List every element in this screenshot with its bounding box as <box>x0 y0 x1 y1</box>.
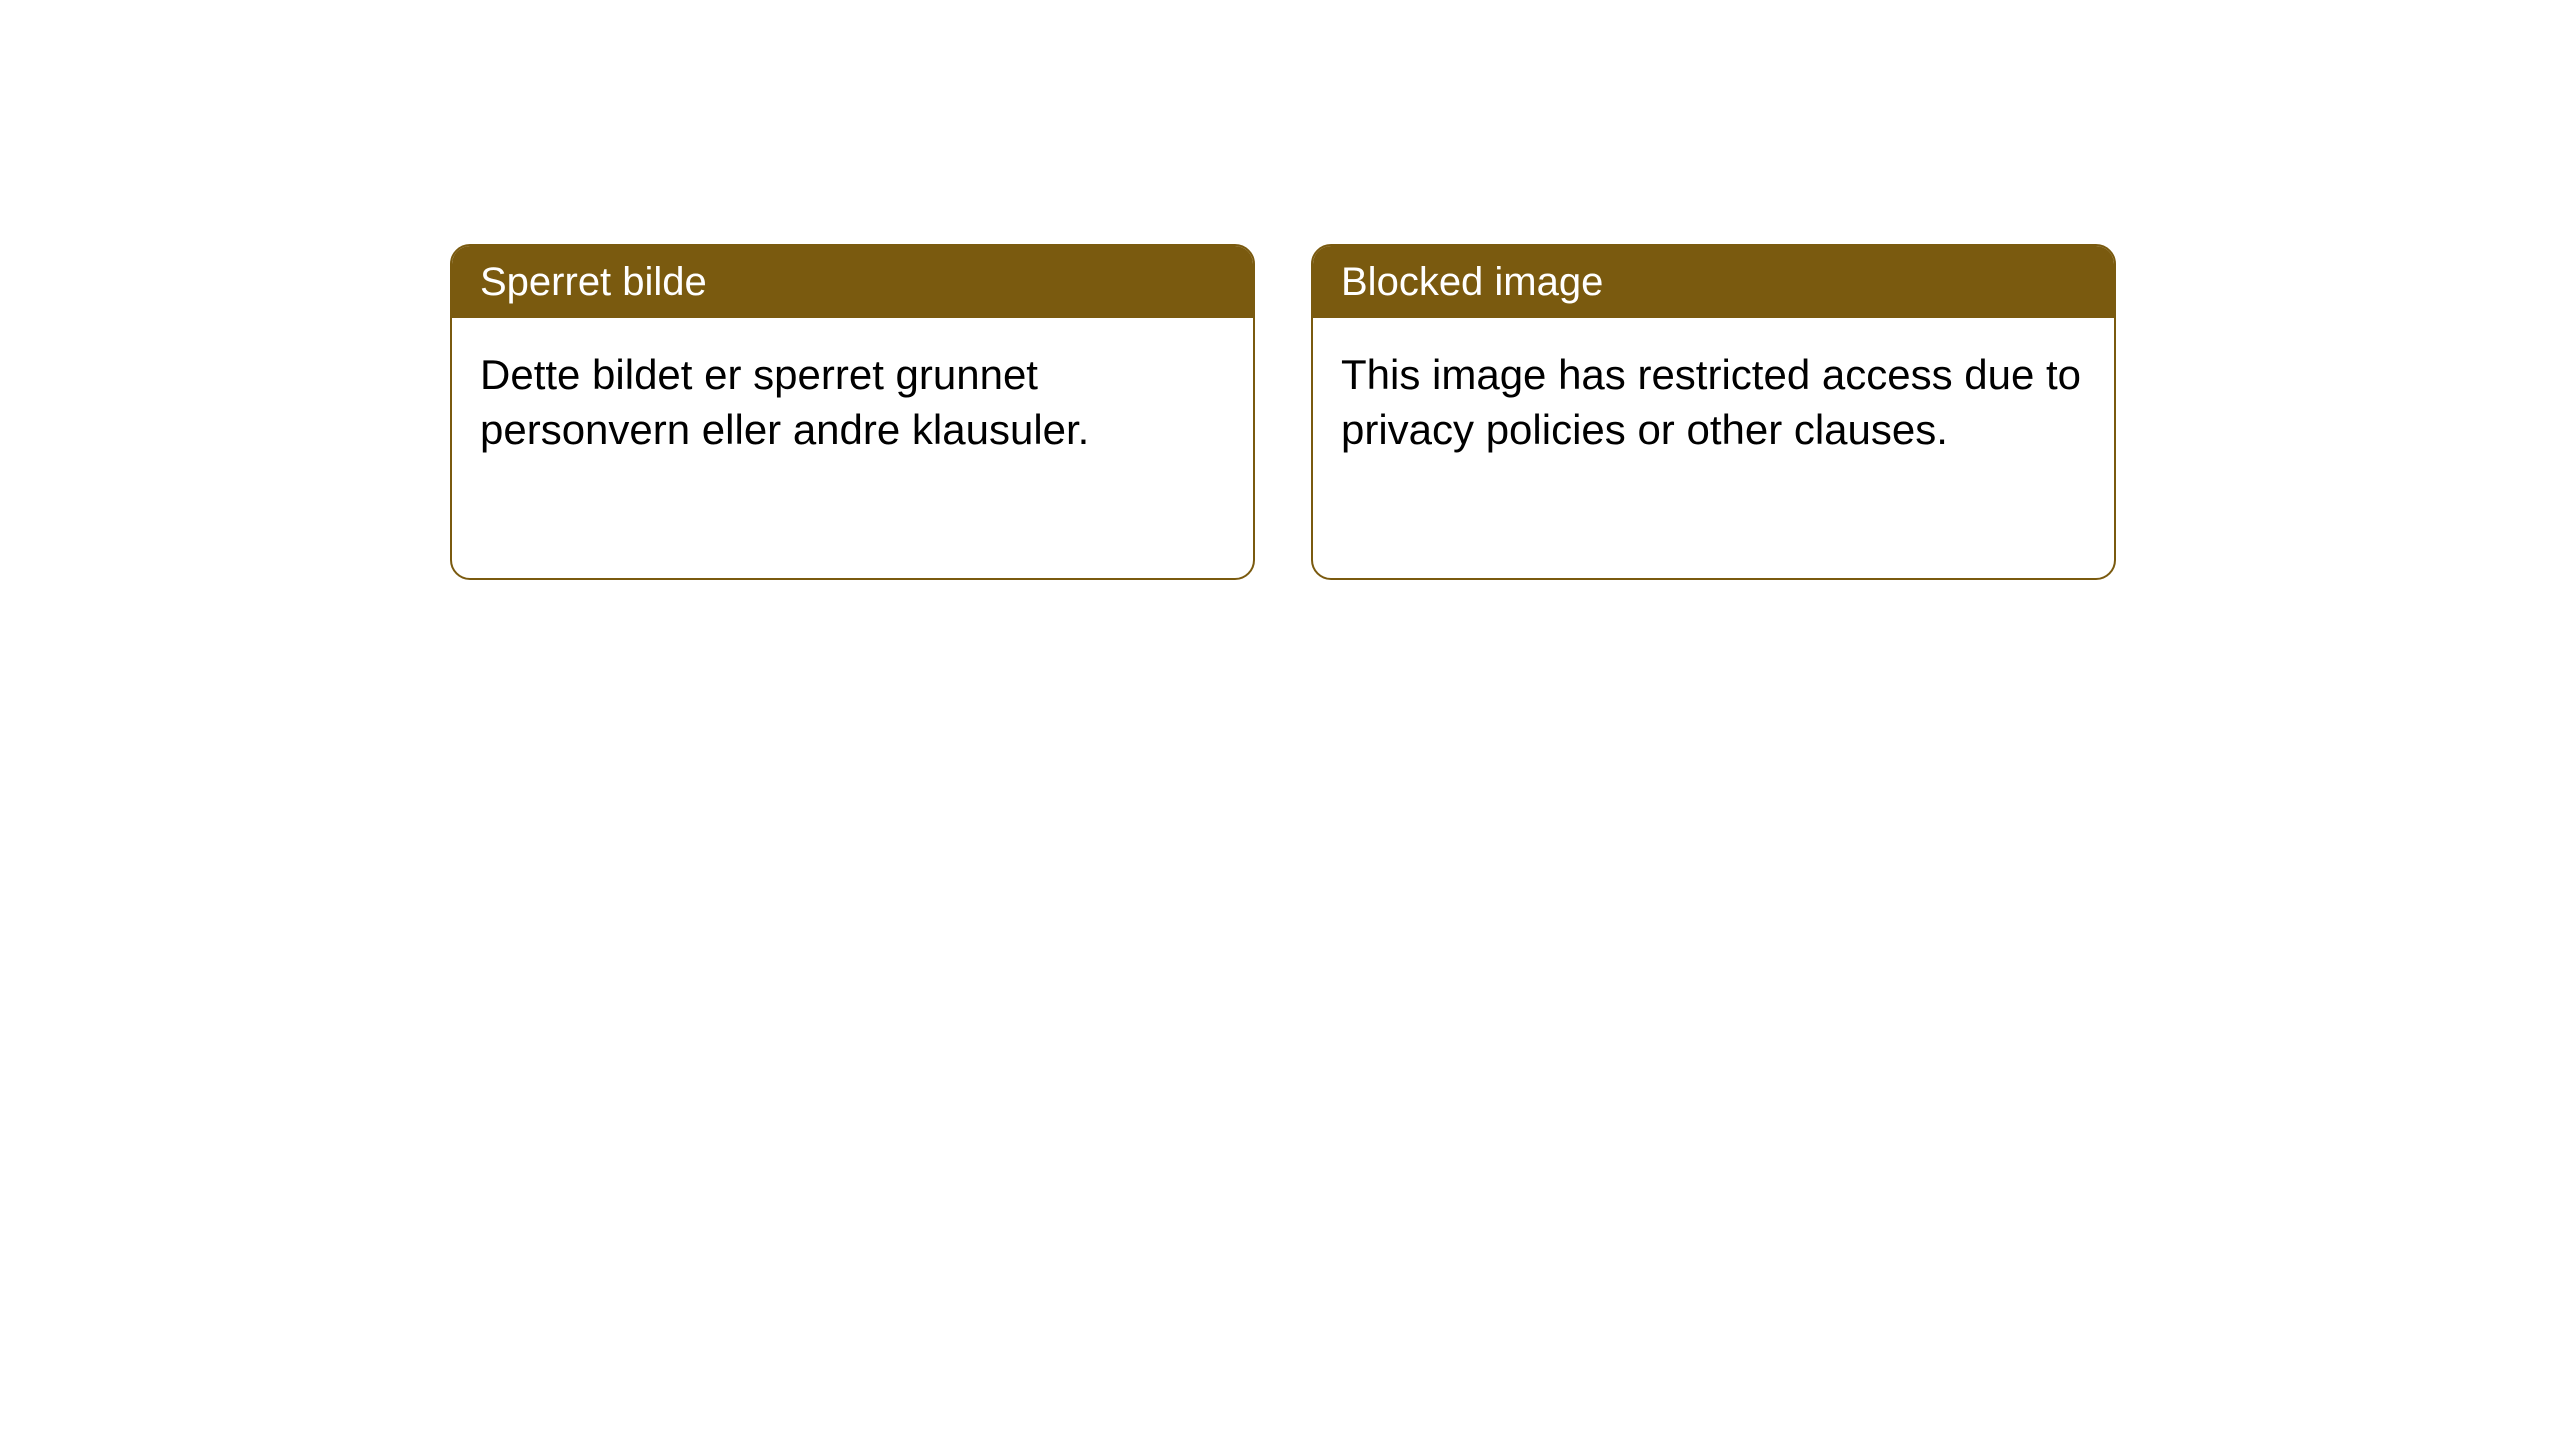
notice-message-norwegian: Dette bildet er sperret grunnet personve… <box>480 351 1089 453</box>
notice-message-english: This image has restricted access due to … <box>1341 351 2081 453</box>
notice-title-norwegian: Sperret bilde <box>480 260 707 304</box>
notice-body-english: This image has restricted access due to … <box>1313 318 2114 487</box>
notice-container: Sperret bilde Dette bildet er sperret gr… <box>0 0 2560 580</box>
notice-box-english: Blocked image This image has restricted … <box>1311 244 2116 580</box>
notice-header-english: Blocked image <box>1313 246 2114 318</box>
notice-body-norwegian: Dette bildet er sperret grunnet personve… <box>452 318 1253 487</box>
notice-box-norwegian: Sperret bilde Dette bildet er sperret gr… <box>450 244 1255 580</box>
notice-title-english: Blocked image <box>1341 260 1603 304</box>
notice-header-norwegian: Sperret bilde <box>452 246 1253 318</box>
